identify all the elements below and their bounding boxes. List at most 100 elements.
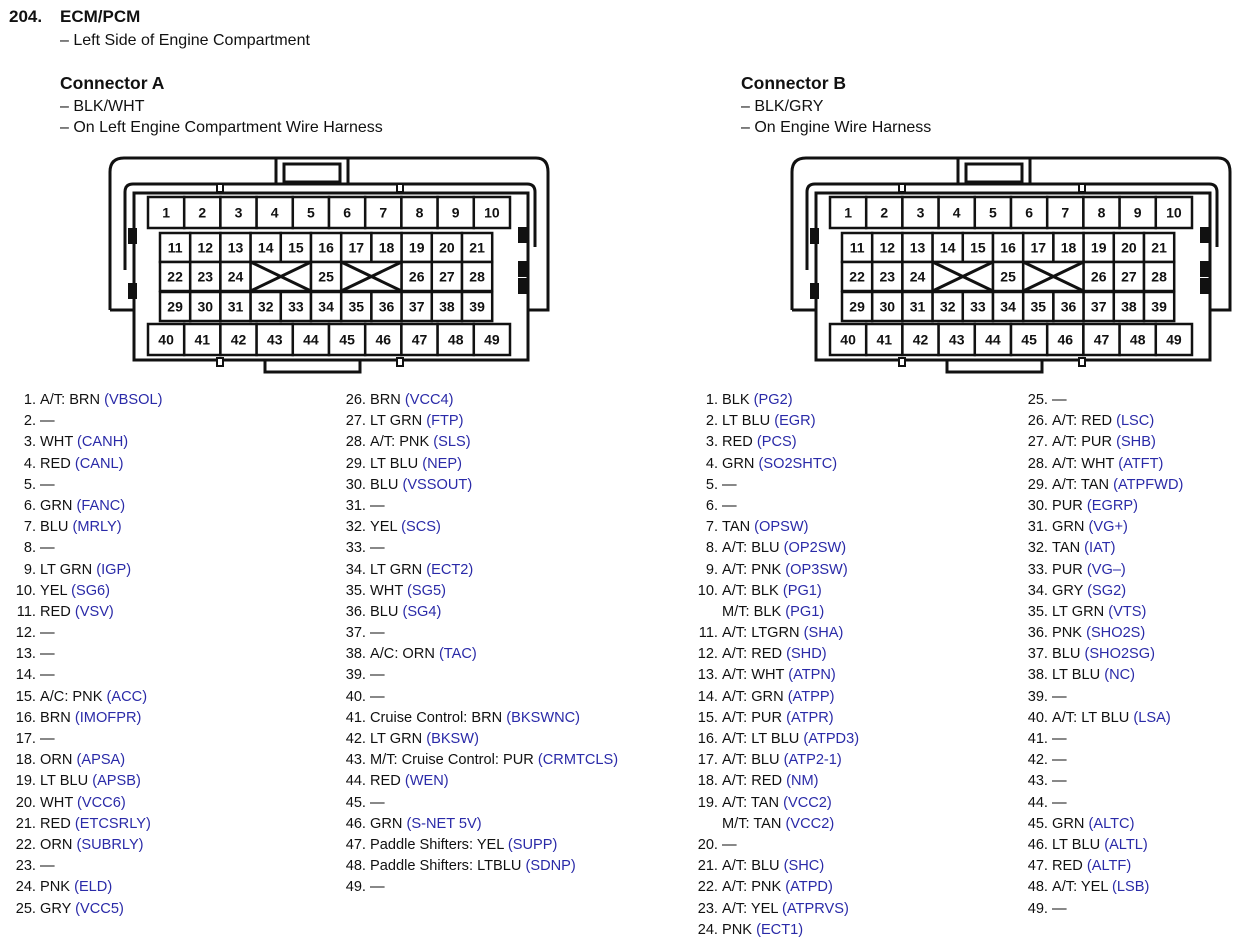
- pin-number: 6.: [23, 497, 36, 514]
- wire-color: —: [722, 497, 737, 514]
- wire-color: LT GRN: [1052, 603, 1105, 620]
- pin-number: 13.: [697, 667, 718, 684]
- wire-color: ORN: [40, 836, 73, 853]
- pin-entry: 24. PNK (ELD): [16, 877, 162, 898]
- pin-entry: 23. —: [16, 856, 162, 877]
- pin-label: 27: [439, 269, 455, 285]
- wire-color: —: [370, 794, 385, 811]
- pin-cavity: [1154, 195, 1194, 230]
- pin-number: 32.: [345, 519, 366, 536]
- pin-cavity: [1154, 322, 1194, 357]
- pin-entry: 33. PUR (VG–): [1028, 560, 1183, 581]
- wire-color: A/T: BLU: [722, 540, 780, 557]
- pin-cavity: [188, 290, 222, 323]
- wire-color: GRN: [1052, 519, 1085, 536]
- side-notch: [810, 283, 819, 299]
- signal-name: (IAT): [1084, 540, 1116, 557]
- pin-label: 49: [1166, 332, 1182, 348]
- pin-number: 21.: [697, 858, 718, 875]
- signal-name: (EGRP): [1086, 497, 1138, 514]
- pin-number: 14.: [15, 667, 36, 684]
- signal-name: (OPSW): [754, 519, 809, 536]
- pin-entry: 47. Paddle Shifters: YEL (SUPP): [346, 835, 618, 856]
- signal-name: (VCC4): [404, 392, 454, 408]
- pin-number: 17.: [697, 752, 718, 769]
- pin-entry: 18. ORN (APSA): [16, 750, 162, 771]
- pin-entry: 13. —: [16, 644, 162, 665]
- pin-entry: 29. LT BLU (NEP): [346, 454, 618, 475]
- signal-name: (OP2SW): [783, 540, 847, 557]
- wire-color: —: [40, 858, 55, 875]
- pin-number: 16.: [697, 731, 718, 747]
- pin-entry: 37. BLU (SHO2SG): [1028, 644, 1183, 665]
- connector-a-location: – On Left Engine Compartment Wire Harnes…: [60, 119, 383, 136]
- wire-color: A/T: RED: [1052, 413, 1113, 430]
- wire-color: BLU: [370, 476, 399, 493]
- pin-label: 22: [167, 269, 183, 285]
- pin-number: 10.: [697, 582, 718, 599]
- pin-label: 27: [1121, 269, 1137, 285]
- wire-color: A/T: BRN: [40, 392, 101, 408]
- pin-cavity: [1009, 195, 1049, 230]
- pin-label: 40: [158, 332, 174, 348]
- pin-entry: 44. RED (WEN): [346, 771, 618, 792]
- pin-number: 36.: [345, 603, 366, 620]
- page-title: ECM/PCM: [60, 7, 141, 26]
- pin-label: 6: [1025, 205, 1033, 221]
- pin-entry: M/T: BLK (PG1): [722, 602, 859, 623]
- wire-color: A/T: BLK: [722, 582, 779, 599]
- pin-number: 47.: [1027, 858, 1048, 875]
- pin-entry: 3. RED (PCS): [706, 432, 859, 453]
- wire-color: —: [40, 540, 55, 557]
- wire-color: BLK: [722, 392, 750, 408]
- wire-color: A/T: PUR: [722, 709, 783, 726]
- wire-color: M/T: TAN: [722, 815, 782, 832]
- pin-entry: 24. PNK (ECT1): [698, 920, 859, 941]
- pin-cavity: [1052, 290, 1085, 323]
- pin-cavity: [901, 260, 934, 293]
- pin-entry: 38. LT BLU (NC): [1028, 665, 1183, 686]
- blocked-cross: [931, 260, 994, 293]
- pin-cavity: [327, 322, 367, 357]
- pin-entry: 46. GRN (S-NET 5V): [346, 814, 618, 835]
- pin-entry: 43. —: [1028, 771, 1183, 792]
- pin-entry: 36. PNK (SHO2S): [1028, 623, 1183, 644]
- pin-cavity: [188, 260, 222, 293]
- wire-color: —: [370, 667, 385, 684]
- wire-color: —: [370, 879, 385, 896]
- pin-number: 19.: [15, 773, 36, 790]
- pin-number: 28.: [345, 434, 366, 451]
- bottom-tab: [263, 358, 362, 374]
- pin-entry: 30. BLU (VSSOUT): [346, 475, 618, 496]
- signal-name: (FANC): [76, 497, 126, 514]
- pin-entry: 9. LT GRN (IGP): [24, 560, 162, 581]
- pin-cavity: [840, 290, 874, 323]
- guide-notch: [216, 357, 224, 367]
- pin-entry: 44. —: [1028, 793, 1183, 814]
- pin-entry: 29. A/T: TAN (ATPFWD): [1028, 475, 1184, 496]
- pin-entry: 16. BRN (IMOFPR): [16, 708, 162, 729]
- pin-entry: 27. A/T: PUR (SHB): [1028, 432, 1183, 453]
- wire-color: RED: [40, 455, 71, 472]
- pin-number: 29.: [345, 455, 366, 472]
- pin-entry: 21. RED (ETCSRLY): [16, 814, 162, 835]
- pin-label: 10: [1166, 205, 1182, 221]
- pin-number: 16.: [15, 709, 36, 726]
- pin-number: 23.: [15, 858, 36, 875]
- pin-entry: 46. LT BLU (ALTL): [1028, 835, 1183, 856]
- wire-color: A/C: PNK: [40, 688, 103, 705]
- pin-number: 31.: [345, 497, 366, 514]
- signal-name: (SHD): [786, 646, 827, 663]
- pin-label: 49: [484, 332, 500, 348]
- signal-name: (CANH): [77, 434, 129, 451]
- pin-entry: 19. LT BLU (APSB): [16, 771, 162, 792]
- wire-color: YEL: [40, 582, 68, 599]
- pin-label: 13: [910, 240, 926, 256]
- wire-color: GRN: [1052, 815, 1085, 832]
- pin-label: 14: [258, 240, 274, 256]
- signal-name: (APSA): [76, 752, 126, 769]
- pin-label: 38: [439, 299, 455, 315]
- signal-name: (SHC): [783, 858, 825, 875]
- wire-color: —: [722, 836, 737, 853]
- signal-name: (ATP2-1): [783, 752, 842, 769]
